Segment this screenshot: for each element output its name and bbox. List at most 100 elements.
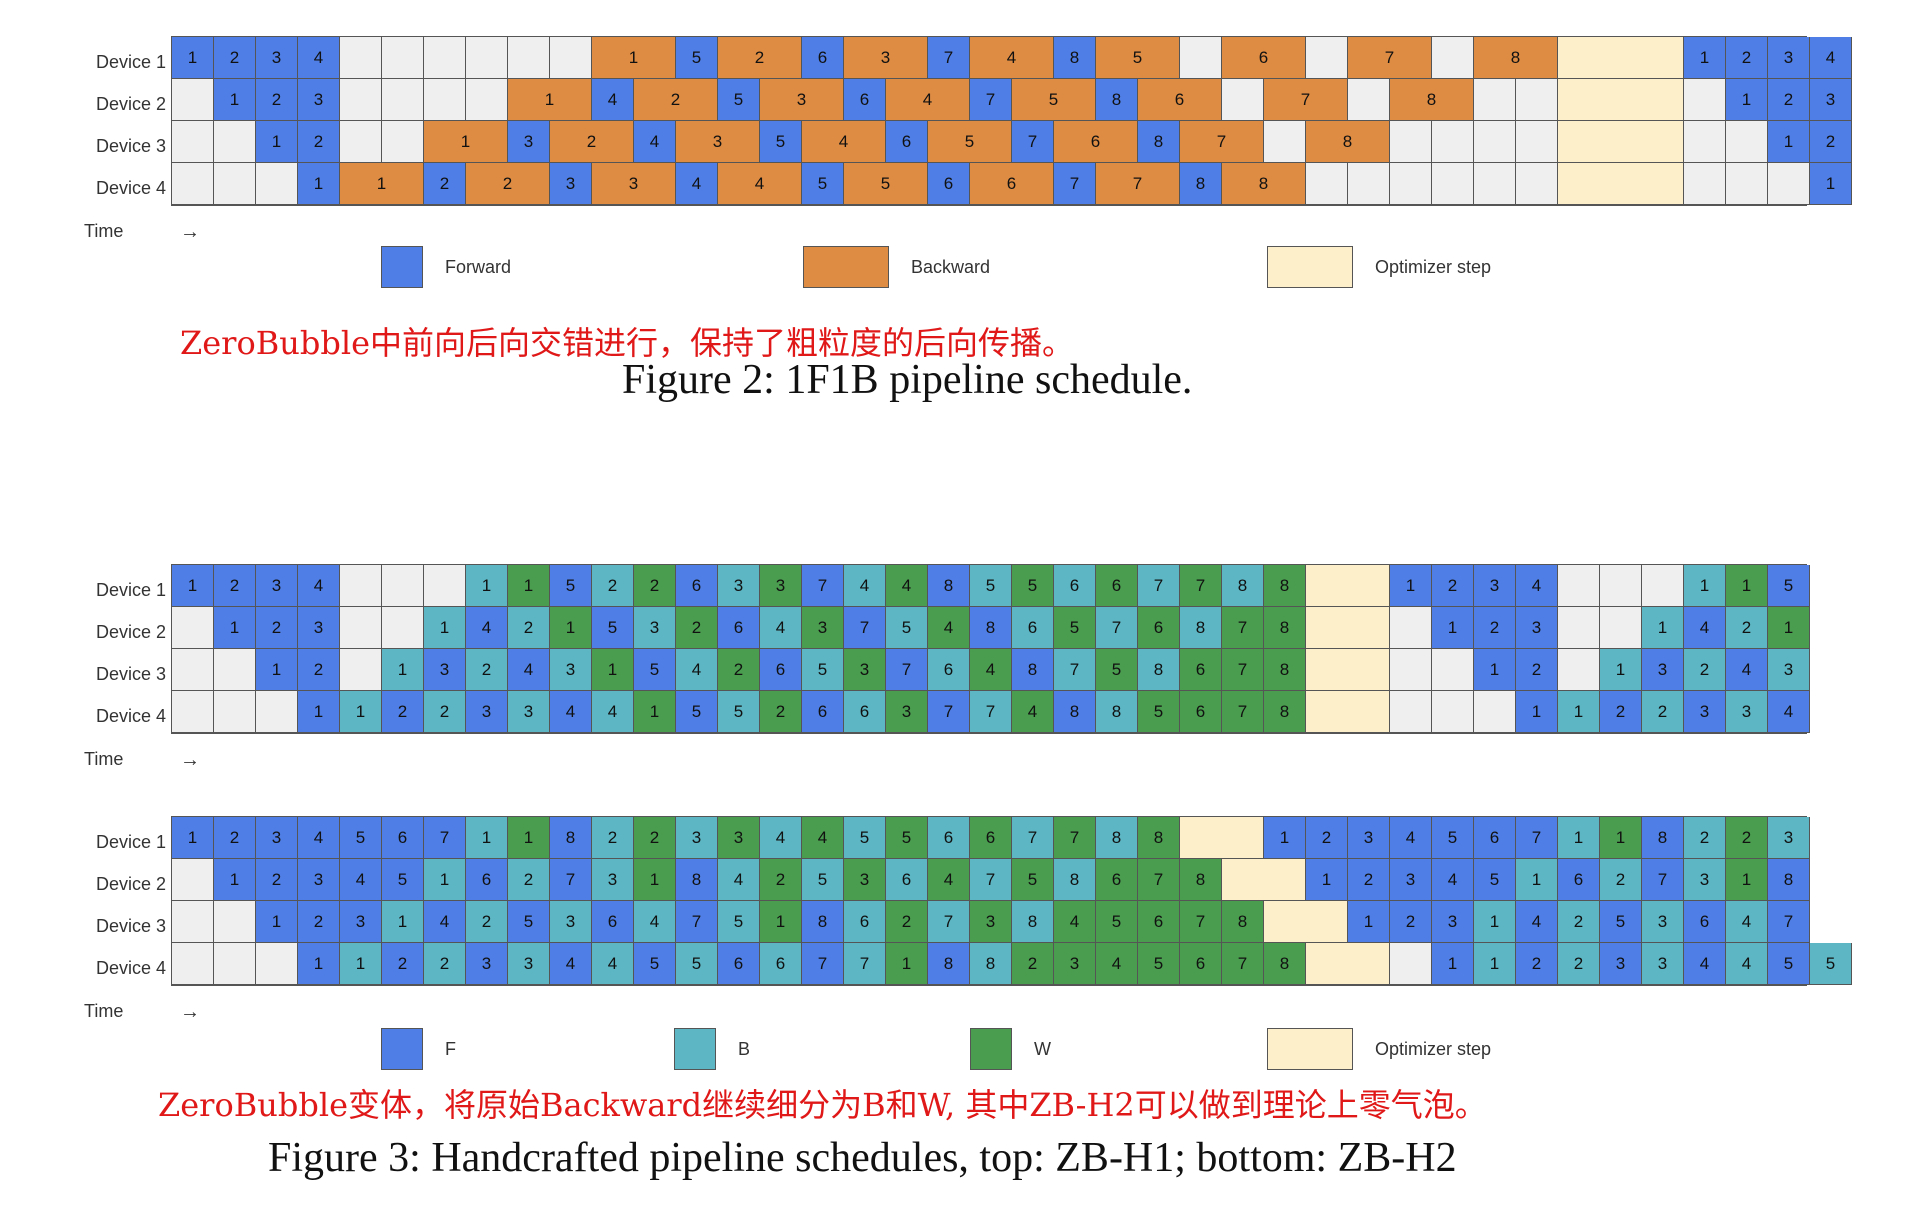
forward-cell: 7 (676, 901, 718, 943)
forward-cell: 3 (1768, 37, 1810, 79)
idle-cell (256, 943, 298, 985)
forward-cell: 1 (298, 163, 340, 205)
b-cell: 7 (844, 943, 886, 985)
forward-cell: 4 (466, 607, 508, 649)
backward-cell: 8 (1222, 163, 1306, 205)
forward-cell: 4 (1516, 901, 1558, 943)
w-cell: 8 (1264, 565, 1306, 607)
forward-cell: 4 (1684, 943, 1726, 985)
w-cell: 7 (1222, 607, 1264, 649)
forward-cell: 7 (802, 943, 844, 985)
idle-cell (1432, 121, 1474, 163)
forward-cell: 5 (634, 649, 676, 691)
device-label: Device 4 (95, 958, 166, 978)
idle-cell (1516, 121, 1558, 163)
forward-cell: 3 (1390, 859, 1432, 901)
forward-cell: 5 (508, 901, 550, 943)
backward-cell: 4 (886, 79, 970, 121)
forward-cell: 6 (928, 163, 970, 205)
forward-cell: 2 (1474, 607, 1516, 649)
b-cell: 3 (676, 817, 718, 859)
forward-cell: 4 (550, 943, 592, 985)
forward-cell: 4 (676, 163, 718, 205)
forward-cell: 6 (802, 37, 844, 79)
b-cell: 3 (1768, 649, 1810, 691)
forward-cell: 4 (424, 901, 466, 943)
backward-cell: 7 (1096, 163, 1180, 205)
b-cell: 4 (592, 691, 634, 733)
w-cell: 4 (886, 565, 928, 607)
w-cell: 8 (1264, 607, 1306, 649)
idle-cell (1726, 163, 1768, 205)
b-cell: 1 (424, 607, 466, 649)
forward-cell: 5 (760, 121, 802, 163)
idle-cell (1600, 607, 1642, 649)
backward-cell: 2 (466, 163, 550, 205)
legend-backward-label: Backward (911, 256, 991, 277)
w-cell: 8 (1264, 649, 1306, 691)
forward-cell: 2 (256, 607, 298, 649)
w-cell: 4 (802, 817, 844, 859)
idle-cell (1390, 121, 1432, 163)
b-cell: 2 (592, 565, 634, 607)
forward-cell: 4 (1684, 607, 1726, 649)
forward-cell: 4 (1516, 565, 1558, 607)
forward-cell: 2 (382, 943, 424, 985)
annotation-note-1: ZeroBubble中前向后向交错进行，保持了粗粒度的后向传播。 (180, 324, 1075, 362)
w-cell: 4 (1012, 691, 1054, 733)
w-cell: 1 (886, 943, 928, 985)
b-cell: 1 (382, 901, 424, 943)
w-cell: 8 (1138, 817, 1180, 859)
forward-cell: 7 (1054, 163, 1096, 205)
forward-cell: 5 (1768, 565, 1810, 607)
forward-cell: 7 (550, 859, 592, 901)
forward-cell: 3 (256, 817, 298, 859)
w-cell: 7 (1180, 565, 1222, 607)
w-cell: 6 (1096, 565, 1138, 607)
backward-cell: 1 (424, 121, 508, 163)
optimizer-cell (1306, 565, 1390, 607)
w-cell: 1 (508, 817, 550, 859)
forward-cell: 2 (256, 79, 298, 121)
b-cell: 2 (1684, 649, 1726, 691)
idle-cell (172, 859, 214, 901)
idle-cell (1432, 37, 1474, 79)
forward-cell: 8 (1096, 79, 1138, 121)
b-cell: 1 (1474, 901, 1516, 943)
forward-cell: 5 (1432, 817, 1474, 859)
idle-cell (1432, 649, 1474, 691)
legend-forward: Forward (381, 246, 511, 288)
forward-cell: 3 (256, 37, 298, 79)
forward-cell: 7 (424, 817, 466, 859)
idle-cell (382, 565, 424, 607)
b-cell: 7 (970, 691, 1012, 733)
forward-cell: 4 (298, 37, 340, 79)
optimizer-cell (1306, 691, 1390, 733)
b-cell: 1 (466, 565, 508, 607)
forward-cell: 1 (256, 901, 298, 943)
idle-cell (1516, 79, 1558, 121)
device-label: Device 2 (95, 94, 166, 114)
backward-cell: 5 (844, 163, 928, 205)
forward-cell: 7 (1012, 121, 1054, 163)
time-label: Time (84, 1001, 124, 1021)
backward-cell: 3 (676, 121, 760, 163)
w-cell: 7 (1180, 901, 1222, 943)
idle-cell (172, 943, 214, 985)
time-label: Time (84, 749, 124, 769)
b-cell: 2 (424, 691, 466, 733)
forward-cell: 1 (298, 691, 340, 733)
idle-cell (1390, 691, 1432, 733)
backward-cell: 3 (760, 79, 844, 121)
idle-cell (340, 121, 382, 163)
forward-cell: 3 (1810, 79, 1852, 121)
w-cell: 5 (1054, 607, 1096, 649)
optimizer-cell (1222, 859, 1306, 901)
forward-cell: 4 (1726, 649, 1768, 691)
forward-cell: 1 (214, 859, 256, 901)
w-cell: 1 (592, 649, 634, 691)
